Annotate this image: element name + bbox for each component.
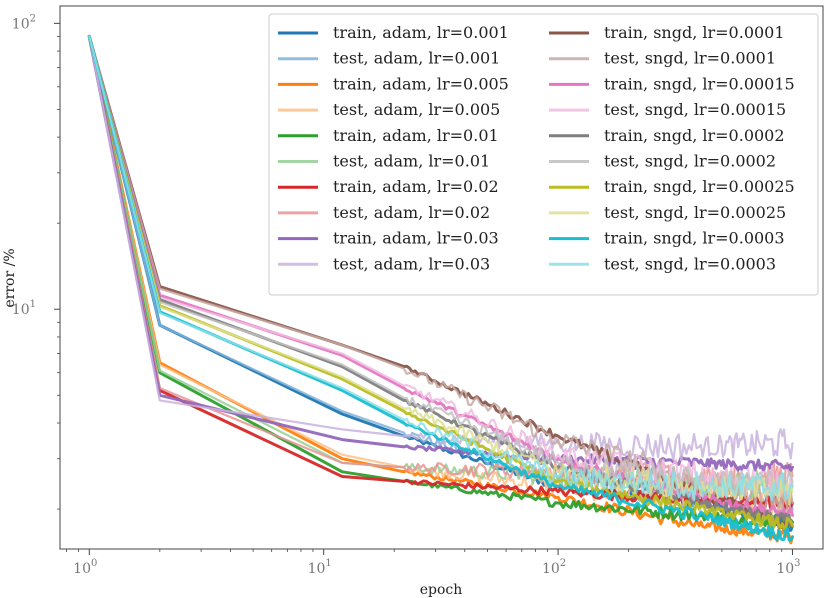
series-line-19 bbox=[88, 35, 794, 502]
legend-label-13: test, sngd, lr=0.00015 bbox=[604, 100, 786, 119]
legend-box bbox=[268, 13, 819, 296]
legend-label-6: train, adam, lr=0.02 bbox=[333, 177, 499, 196]
legend-label-1: test, adam, lr=0.001 bbox=[333, 49, 500, 68]
series-layer bbox=[87, 34, 794, 545]
legend-label-12: train, sngd, lr=0.00015 bbox=[604, 74, 795, 93]
series-line-18 bbox=[87, 34, 794, 542]
legend-label-11: test, sngd, lr=0.0001 bbox=[604, 49, 776, 68]
series-line-11 bbox=[88, 35, 794, 517]
legend-label-18: train, sngd, lr=0.0003 bbox=[604, 229, 785, 248]
legend-label-4: train, adam, lr=0.01 bbox=[333, 126, 499, 145]
legend: train, adam, lr=0.001 test, adam, lr=0.00… bbox=[268, 13, 819, 296]
legend-label-10: train, sngd, lr=0.0001 bbox=[604, 23, 785, 42]
legend-label-0: train, adam, lr=0.001 bbox=[333, 23, 509, 42]
legend-label-7: test, adam, lr=0.02 bbox=[333, 203, 490, 222]
legend-label-16: train, sngd, lr=0.00025 bbox=[604, 177, 795, 196]
legend-label-19: test, sngd, lr=0.0003 bbox=[604, 254, 776, 273]
legend-label-3: test, adam, lr=0.005 bbox=[333, 100, 500, 119]
legend-label-9: test, adam, lr=0.03 bbox=[333, 254, 490, 273]
legend-label-5: test, adam, lr=0.01 bbox=[333, 152, 490, 171]
y-axis-label: error /% bbox=[2, 248, 18, 307]
legend-label-15: test, sngd, lr=0.0002 bbox=[604, 152, 776, 171]
legend-label-17: test, sngd, lr=0.00025 bbox=[604, 203, 786, 222]
legend-label-14: train, sngd, lr=0.0002 bbox=[604, 126, 785, 145]
x-axis-label: epoch bbox=[420, 582, 463, 598]
legend-label-2: train, adam, lr=0.005 bbox=[333, 74, 509, 93]
legend-label-8: train, adam, lr=0.03 bbox=[333, 229, 499, 248]
series-line-15 bbox=[88, 35, 794, 499]
plot-frame bbox=[59, 5, 824, 550]
